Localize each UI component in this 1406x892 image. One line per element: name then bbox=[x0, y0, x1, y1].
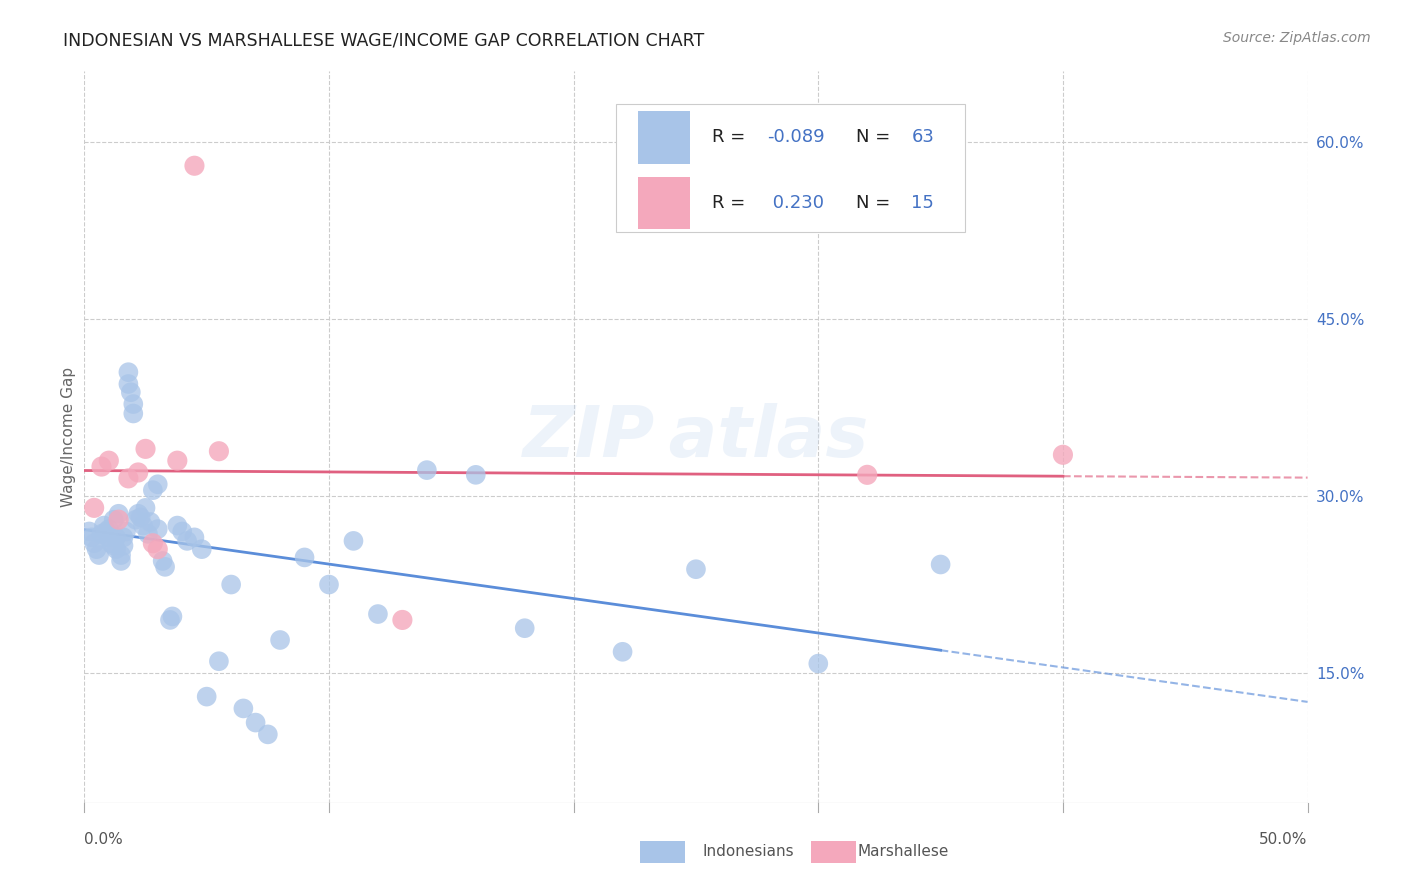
Text: Source: ZipAtlas.com: Source: ZipAtlas.com bbox=[1223, 31, 1371, 45]
Point bbox=[125, 513, 148, 527]
Point bbox=[80, 530, 103, 544]
Point bbox=[112, 539, 135, 553]
Text: 50.0%: 50.0% bbox=[1260, 832, 1308, 847]
Point bbox=[97, 530, 120, 544]
Point bbox=[117, 376, 139, 391]
Point bbox=[90, 526, 112, 541]
Point bbox=[132, 518, 155, 533]
Point bbox=[183, 530, 205, 544]
Text: Indonesians: Indonesians bbox=[703, 845, 794, 859]
Point bbox=[367, 607, 389, 621]
Point bbox=[139, 515, 162, 529]
Point bbox=[122, 397, 145, 411]
FancyBboxPatch shape bbox=[616, 104, 965, 232]
Point bbox=[110, 554, 132, 568]
Point bbox=[105, 530, 128, 544]
Point bbox=[117, 365, 139, 379]
Point bbox=[318, 577, 340, 591]
FancyBboxPatch shape bbox=[638, 177, 690, 229]
Point bbox=[146, 477, 169, 491]
Point bbox=[416, 463, 439, 477]
Point bbox=[172, 524, 194, 539]
Point bbox=[112, 530, 135, 544]
Point bbox=[110, 548, 132, 562]
Y-axis label: Wage/Income Gap: Wage/Income Gap bbox=[60, 367, 76, 508]
Point bbox=[105, 542, 128, 557]
Point bbox=[464, 467, 486, 482]
Point bbox=[83, 500, 105, 515]
Point bbox=[191, 542, 214, 557]
Point bbox=[1052, 448, 1074, 462]
Point bbox=[129, 510, 152, 524]
Point bbox=[176, 533, 198, 548]
Point bbox=[612, 645, 634, 659]
Point bbox=[107, 507, 129, 521]
Point bbox=[269, 632, 291, 647]
Point bbox=[513, 621, 536, 635]
Point bbox=[152, 554, 174, 568]
Point bbox=[142, 483, 165, 498]
Point bbox=[146, 542, 169, 557]
Text: R =: R = bbox=[711, 128, 751, 146]
Point bbox=[208, 654, 231, 668]
Point bbox=[294, 550, 316, 565]
Text: 0.230: 0.230 bbox=[766, 194, 824, 212]
Text: 15: 15 bbox=[911, 194, 934, 212]
Point bbox=[342, 533, 364, 548]
Point bbox=[100, 536, 122, 550]
Point bbox=[97, 522, 120, 536]
Point bbox=[93, 518, 115, 533]
Point bbox=[183, 159, 205, 173]
Point bbox=[117, 471, 139, 485]
Point bbox=[103, 513, 125, 527]
Point bbox=[807, 657, 830, 671]
Point bbox=[97, 453, 120, 467]
Point bbox=[162, 609, 184, 624]
Point bbox=[391, 613, 413, 627]
Text: 0.0%: 0.0% bbox=[84, 832, 124, 847]
Point bbox=[127, 507, 149, 521]
Text: N =: N = bbox=[856, 128, 896, 146]
Point bbox=[103, 539, 125, 553]
Point bbox=[153, 559, 176, 574]
Point bbox=[120, 385, 142, 400]
Point bbox=[127, 466, 149, 480]
Text: 63: 63 bbox=[911, 128, 934, 146]
Point bbox=[245, 715, 267, 730]
Text: N =: N = bbox=[856, 194, 896, 212]
Point bbox=[142, 536, 165, 550]
Point bbox=[87, 548, 110, 562]
Point bbox=[159, 613, 181, 627]
Text: -0.089: -0.089 bbox=[766, 128, 824, 146]
Point bbox=[77, 524, 100, 539]
Point bbox=[232, 701, 254, 715]
Point bbox=[208, 444, 231, 458]
Point bbox=[115, 524, 138, 539]
Text: Marshallese: Marshallese bbox=[858, 845, 949, 859]
Point bbox=[929, 558, 952, 572]
Point bbox=[107, 513, 129, 527]
Point bbox=[195, 690, 218, 704]
Point bbox=[122, 407, 145, 421]
Point bbox=[90, 459, 112, 474]
Point bbox=[685, 562, 707, 576]
FancyBboxPatch shape bbox=[638, 111, 690, 163]
Point bbox=[166, 518, 188, 533]
Point bbox=[135, 442, 157, 456]
Point bbox=[83, 536, 105, 550]
Text: ZIP atlas: ZIP atlas bbox=[523, 402, 869, 472]
Point bbox=[96, 524, 118, 539]
Text: R =: R = bbox=[711, 194, 751, 212]
Point bbox=[856, 467, 879, 482]
Point bbox=[166, 453, 188, 467]
Point bbox=[86, 542, 108, 557]
Point bbox=[136, 526, 159, 541]
Point bbox=[135, 500, 157, 515]
Text: INDONESIAN VS MARSHALLESE WAGE/INCOME GAP CORRELATION CHART: INDONESIAN VS MARSHALLESE WAGE/INCOME GA… bbox=[63, 31, 704, 49]
Point bbox=[219, 577, 242, 591]
Point bbox=[257, 727, 280, 741]
Point bbox=[146, 522, 169, 536]
